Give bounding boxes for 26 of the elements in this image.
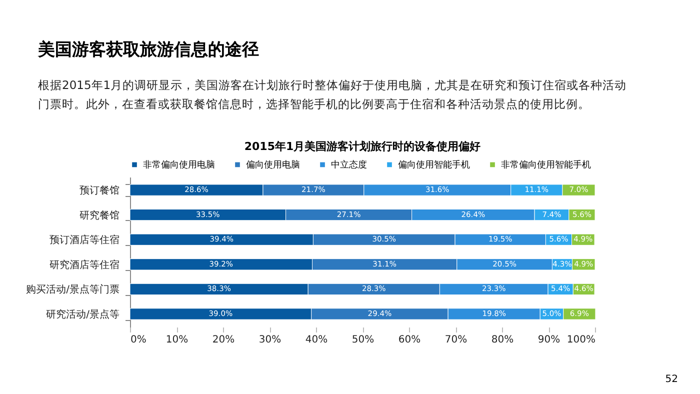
x-tick-label: 60% bbox=[398, 334, 421, 346]
chart-title: 美国游客获取旅游信息的途径 bbox=[38, 39, 259, 61]
x-tick-label: 0% bbox=[130, 334, 146, 346]
legend-label: 非常偏向使用电脑 bbox=[143, 160, 215, 171]
x-tick-label: 20% bbox=[212, 334, 235, 346]
y-tick-label: 研究活动/景点等 bbox=[46, 308, 120, 320]
legend-label: 偏向使用智能手机 bbox=[398, 160, 470, 171]
x-tick-label: 100% bbox=[566, 334, 596, 346]
legend-label: 偏向使用电脑 bbox=[246, 160, 300, 171]
text: 2015年1月美国游客计划旅行时的设备使用偏好 bbox=[244, 140, 481, 153]
x-tick-label: 10% bbox=[166, 334, 188, 346]
x-tick-label: 40% bbox=[305, 334, 328, 346]
x-tick-label: 70% bbox=[444, 334, 468, 346]
legend-label: 非常偏向使用智能手机 bbox=[501, 160, 591, 171]
y-tick-label: 购买活动/景点等门票 bbox=[26, 284, 120, 296]
y-tick-label: 预订酒店等住宿 bbox=[50, 234, 120, 246]
y-tick-label: 研究酒店等住宿 bbox=[50, 258, 120, 271]
text: 52 bbox=[665, 374, 678, 385]
x-tick-label: 80% bbox=[491, 334, 514, 346]
x-tick-label: 30% bbox=[258, 334, 282, 346]
x-tick-label: 50% bbox=[352, 334, 374, 346]
x-tick-label: 90% bbox=[538, 334, 560, 346]
legend-label: 中立态度 bbox=[331, 160, 367, 171]
y-tick-label: 研究餐馆 bbox=[80, 209, 120, 222]
chart-subtitle: 根据2015年1月的调研显示，美国游客在计划旅行时整体偏好于使用电脑，尤其是在研究和预订住宿或各种活动门票时。此外，在查看或获取餐馆信息时，选择智能手机的比例要高于住宿和各种活动景点的使用比例。 bbox=[38, 77, 628, 113]
y-tick-label: 预订餐馆 bbox=[80, 184, 120, 197]
